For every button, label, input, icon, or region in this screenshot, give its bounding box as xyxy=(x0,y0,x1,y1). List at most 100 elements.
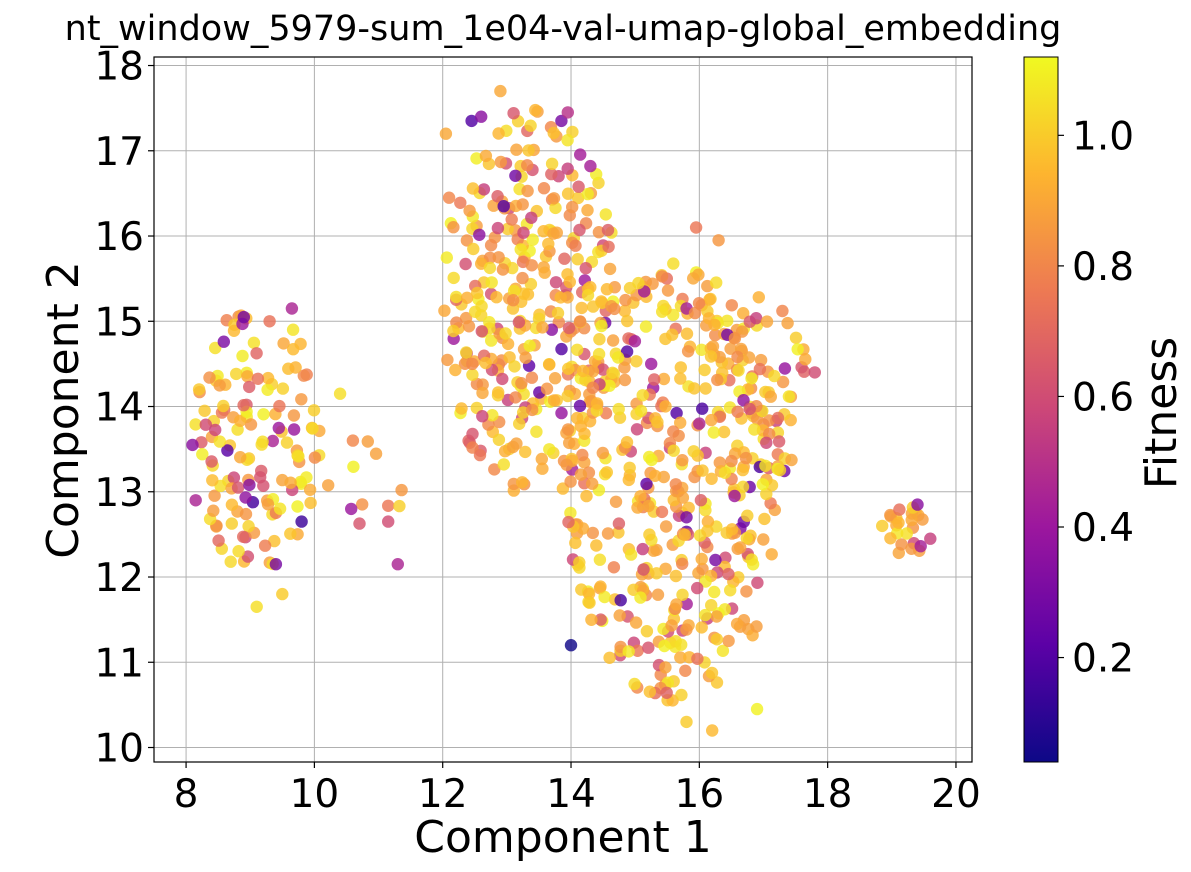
scatter-point xyxy=(485,334,498,347)
scatter-point xyxy=(525,259,538,272)
scatter-point xyxy=(517,226,530,239)
scatter-point xyxy=(243,380,256,394)
scatter-point xyxy=(516,476,529,489)
scatter-point xyxy=(705,413,718,427)
scatter-point xyxy=(681,345,695,358)
scatter-point xyxy=(561,134,574,147)
scatter-point xyxy=(550,226,563,239)
scatter-point xyxy=(287,423,301,436)
scatter-point xyxy=(473,228,486,241)
scatter-point xyxy=(593,553,607,566)
scatter-point xyxy=(496,372,509,386)
scatter-point xyxy=(535,452,548,466)
scatter-point xyxy=(637,563,650,576)
scatter-point xyxy=(308,451,322,464)
scatter-point xyxy=(914,540,927,553)
scatter-point xyxy=(519,351,532,364)
scatter-point xyxy=(230,367,243,381)
scatter-point xyxy=(570,411,584,425)
y-tick-label: 15 xyxy=(94,300,144,345)
scatter-point xyxy=(555,114,568,128)
scatter-point xyxy=(737,307,750,320)
scatter-point xyxy=(710,633,724,646)
scatter-point xyxy=(277,337,290,350)
scatter-point xyxy=(243,478,256,492)
scatter-point xyxy=(582,587,596,600)
scatter-point xyxy=(586,300,600,313)
scatter-point xyxy=(206,474,219,487)
scatter-point xyxy=(574,468,588,481)
scatter-point xyxy=(728,489,741,503)
scatter-point xyxy=(624,548,638,561)
scatter-point xyxy=(227,471,241,484)
scatter-point xyxy=(669,569,683,583)
scatter-point xyxy=(745,372,758,385)
scatter-point xyxy=(699,608,712,622)
scatter-point xyxy=(507,284,521,298)
scatter-point xyxy=(614,594,627,607)
scatter-point xyxy=(659,661,672,674)
scatter-point xyxy=(571,253,584,266)
x-tick-label: 10 xyxy=(290,772,340,817)
scatter-point xyxy=(772,435,786,448)
scatter-point xyxy=(670,598,683,611)
scatter-point xyxy=(513,417,526,430)
scatter-point xyxy=(594,613,607,626)
scatter-point xyxy=(492,386,505,399)
scatter-point xyxy=(676,588,689,601)
scatter-point xyxy=(665,619,678,632)
x-tick-label: 14 xyxy=(546,772,596,817)
scatter-point xyxy=(287,343,300,356)
colorbar-label: Fitness xyxy=(1136,337,1187,489)
y-tick-label: 17 xyxy=(94,130,144,175)
scatter-point xyxy=(636,389,649,402)
scatter-point xyxy=(656,305,669,318)
scatter-point xyxy=(439,127,453,140)
scatter-point xyxy=(563,275,576,289)
scatter-point xyxy=(547,126,560,140)
scatter-point xyxy=(196,448,209,461)
scatter-point xyxy=(284,476,297,489)
scatter-point xyxy=(791,343,804,356)
scatter-point xyxy=(304,496,317,510)
scatter-point xyxy=(519,445,532,459)
scatter-point xyxy=(236,349,249,363)
scatter-point xyxy=(659,400,672,413)
scatter-point xyxy=(261,383,274,396)
scatter-point xyxy=(497,458,510,471)
scatter-point xyxy=(537,225,550,238)
scatter-point xyxy=(501,337,515,351)
colorbar-tick-label: 0.6 xyxy=(1072,375,1134,420)
scatter-point xyxy=(773,463,787,477)
scatter-point xyxy=(563,436,576,450)
scatter-point xyxy=(776,304,789,318)
scatter-point xyxy=(199,418,212,431)
scatter-point xyxy=(555,406,568,420)
scatter-point xyxy=(640,625,654,638)
scatter-point xyxy=(692,297,706,310)
scatter-point xyxy=(785,453,798,467)
scatter-point xyxy=(632,276,645,290)
scatter-point xyxy=(536,321,549,334)
scatter-point xyxy=(731,350,744,364)
scatter-point xyxy=(509,391,522,404)
scatter-point xyxy=(247,336,261,349)
scatter-point xyxy=(295,393,308,406)
scatter-point xyxy=(496,263,510,276)
scatter-point xyxy=(261,498,275,511)
scatter-point xyxy=(239,507,253,521)
scatter-point xyxy=(725,299,738,312)
scatter-point xyxy=(698,363,711,377)
scatter-point xyxy=(595,319,608,333)
scatter-point xyxy=(703,293,716,306)
scatter-point xyxy=(561,162,574,175)
scatter-point xyxy=(603,651,616,664)
scatter-point xyxy=(466,182,480,195)
scatter-point xyxy=(600,283,614,296)
scatter-point xyxy=(606,334,620,347)
scatter-point xyxy=(512,316,526,329)
scatter-point xyxy=(516,271,529,285)
scatter-point xyxy=(346,434,360,447)
scatter-point xyxy=(225,517,238,530)
